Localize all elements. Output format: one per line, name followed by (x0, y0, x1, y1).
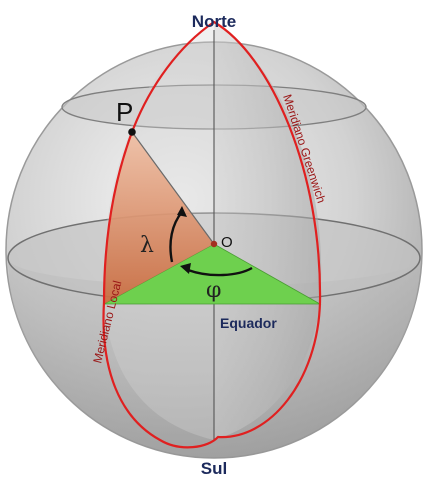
meridian-outline (102, 20, 322, 449)
phi-arc (187, 266, 253, 277)
latitude-symbol: φ (206, 278, 221, 303)
point-p-marker (128, 128, 136, 136)
north-label: Norte (192, 12, 236, 31)
lambda-arrowhead (177, 206, 187, 217)
point-p-label: P (116, 97, 133, 127)
longitude-symbol: λ (140, 233, 154, 258)
phi-arrowhead (180, 263, 191, 274)
greenwich-meridian-plane (214, 22, 322, 440)
radius-op (131, 131, 215, 245)
south-label: Sul (201, 459, 227, 478)
equator-label: Equador (220, 315, 277, 331)
longitude-wedge (104, 132, 214, 304)
origin-label: O (221, 234, 233, 251)
origin-marker (210, 240, 218, 248)
